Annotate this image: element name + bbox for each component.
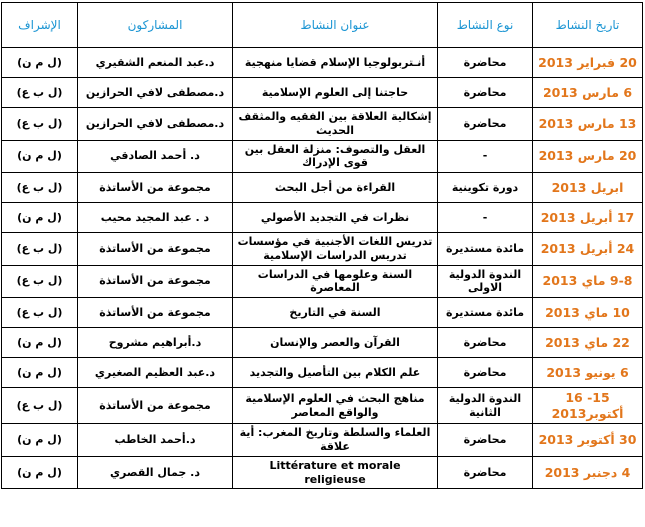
type-cell: محاضرة	[437, 357, 533, 388]
date-cell: 30 أكتوبر 2013	[532, 423, 643, 457]
title-cell: أنـتربولوجيا الإسلام قضايا منهجية	[232, 47, 438, 78]
type-cell: محاضرة	[437, 327, 533, 358]
type-cell: محاضرة	[437, 77, 533, 108]
participants-cell: د. جمال القصري	[77, 455, 233, 490]
table-row: 24 أبريل 2013 مائدة مستديرة تدريس اللغات ا…	[1, 232, 643, 266]
table-row: ابريل 2013 دورة تكوينية القراءة من أجل الب…	[1, 172, 643, 203]
type-cell: محاضرة	[437, 107, 533, 141]
title-cell: العقل والتصوف: منزلة العقل بين قوى الإدر…	[232, 139, 438, 173]
header-cell: تاريخ النشاط	[532, 2, 643, 48]
table-row: 20 فبراير 2013 محاضرة أنـتربولوجيا الإسلام…	[1, 47, 643, 78]
date-cell: 15- 16 أكتوبر2013	[532, 386, 643, 425]
type-cell: -	[437, 202, 533, 233]
date-cell: 24 أبريل 2013	[532, 232, 643, 266]
participants-cell: مجموعة من الأساتذة	[77, 297, 233, 328]
table-row: 10 ماي 2013 مائدة مستديرة السنة في التاريخ…	[1, 297, 643, 328]
participants-cell: مجموعة من الأساتذة	[77, 264, 233, 298]
date-cell: 17 أبريل 2013	[532, 202, 643, 233]
participants-cell: مجموعة من الأساتذة	[77, 386, 233, 425]
supervision-cell: (ل م ن)	[1, 327, 78, 358]
participants-cell: د.عبد المنعم الشقيري	[77, 47, 233, 78]
title-cell: إشكالية العلاقة بين الفقيه والمثقف الحدي…	[232, 107, 438, 141]
table-row: 4 دجنبر 2013 محاضرة Littérature et morale …	[1, 455, 643, 490]
title-cell: Littérature et morale religieuse	[232, 455, 438, 490]
participants-cell: مجموعة من الأساتذة	[77, 232, 233, 266]
table-row: 13 مارس 2013 محاضرة إشكالية العلاقة بين ال…	[1, 107, 643, 141]
supervision-cell: (ل ب ع)	[1, 232, 78, 266]
supervision-cell: (ل م ن)	[1, 47, 78, 78]
table-row: 30 أكتوبر 2013 محاضرة العلماء والسلطة وتار…	[1, 423, 643, 457]
date-cell: 20 مارس 2013	[532, 139, 643, 173]
header-row: تاريخ النشاط نوع النشاط عنوان النشاط المشار…	[1, 2, 643, 48]
type-cell: محاضرة	[437, 455, 533, 490]
table-body: 20 فبراير 2013 محاضرة أنـتربولوجيا الإسلام…	[1, 47, 643, 490]
table-row: 6 يونيو 2013 محاضرة علم الكلام بين التأصيل…	[1, 357, 643, 388]
header-cell: نوع النشاط	[437, 2, 533, 48]
supervision-cell: (ل ب ع)	[1, 172, 78, 203]
participants-cell: د . عبد المجيد محيب	[77, 202, 233, 233]
table-row: 9-8 ماي 2013 الندوة الدولية الاولى السنة و…	[1, 264, 643, 298]
date-cell: 6 مارس 2013	[532, 77, 643, 108]
title-cell: العلماء والسلطة وتاريخ المغرب: أية علاقة	[232, 423, 438, 457]
supervision-cell: (ل م ن)	[1, 202, 78, 233]
type-cell: الندوة الدولية الثانية	[437, 386, 533, 425]
supervision-cell: (ل م ن)	[1, 423, 78, 457]
date-cell: 4 دجنبر 2013	[532, 455, 643, 490]
table-row: 22 ماي 2013 محاضرة القرآن والعصر والإنسان د…	[1, 327, 643, 358]
supervision-cell: (ل ب ع)	[1, 107, 78, 141]
title-cell: نظرات في التجديد الأصولي	[232, 202, 438, 233]
header-cell: المشاركون	[77, 2, 233, 48]
title-cell: مناهج البحث في العلوم الإسلامية والواقع …	[232, 386, 438, 425]
title-cell: القراءة من أجل البحث	[232, 172, 438, 203]
supervision-cell: (ل ب ع)	[1, 297, 78, 328]
type-cell: مائدة مستديرة	[437, 297, 533, 328]
date-cell: 10 ماي 2013	[532, 297, 643, 328]
supervision-cell: (ل ب ع)	[1, 77, 78, 108]
table-row: 17 أبريل 2013- نظرات في التجديد الأصولي د …	[1, 202, 643, 233]
supervision-cell: (ل م ن)	[1, 357, 78, 388]
type-cell: محاضرة	[437, 423, 533, 457]
title-cell: علم الكلام بين التأصيل والتجديد	[232, 357, 438, 388]
date-cell: 9-8 ماي 2013	[532, 264, 643, 298]
table-head: تاريخ النشاط نوع النشاط عنوان النشاط المشار…	[1, 2, 643, 48]
date-cell: 13 مارس 2013	[532, 107, 643, 141]
title-cell: السنة في التاريخ	[232, 297, 438, 328]
supervision-cell: (ل م ن)	[1, 455, 78, 490]
participants-cell: د. أحمد الصادقي	[77, 139, 233, 173]
supervision-cell: (ل م ن)	[1, 139, 78, 173]
activities-table: تاريخ النشاط نوع النشاط عنوان النشاط المشار…	[1, 2, 643, 490]
header-cell: عنوان النشاط	[232, 2, 438, 48]
date-cell: 6 يونيو 2013	[532, 357, 643, 388]
type-cell: محاضرة	[437, 47, 533, 78]
title-cell: حاجتنا إلى العلوم الإسلامية	[232, 77, 438, 108]
participants-cell: مجموعة من الأساتذة	[77, 172, 233, 203]
type-cell: مائدة مستديرة	[437, 232, 533, 266]
table-row: 20 مارس 2013- العقل والتصوف: منزلة العقل …	[1, 139, 643, 173]
date-cell: ابريل 2013	[532, 172, 643, 203]
title-cell: السنة وعلومها في الدراسات المعاصرة	[232, 264, 438, 298]
participants-cell: د.أحمد الخاطب	[77, 423, 233, 457]
participants-cell: د.مصطفى لافي الحرازين	[77, 77, 233, 108]
type-cell: دورة تكوينية	[437, 172, 533, 203]
date-cell: 20 فبراير 2013	[532, 47, 643, 78]
supervision-cell: (ل ب ع)	[1, 386, 78, 425]
participants-cell: د.مصطفى لافي الحرازين	[77, 107, 233, 141]
supervision-cell: (ل ب ع)	[1, 264, 78, 298]
title-cell: تدريس اللغات الأجنبية في مؤسسات تدريس ال…	[232, 232, 438, 266]
participants-cell: د.أبراهيم مشروح	[77, 327, 233, 358]
participants-cell: د.عبد العظيم الصغيري	[77, 357, 233, 388]
table-row: 15- 16 أكتوبر2013 الندوة الدولية الثانية م…	[1, 386, 643, 425]
type-cell: -	[437, 139, 533, 173]
table-row: 6 مارس 2013 محاضرة حاجتنا إلى العلوم الإسل…	[1, 77, 643, 108]
type-cell: الندوة الدولية الاولى	[437, 264, 533, 298]
date-cell: 22 ماي 2013	[532, 327, 643, 358]
header-cell: الإشراف	[1, 2, 78, 48]
title-cell: القرآن والعصر والإنسان	[232, 327, 438, 358]
